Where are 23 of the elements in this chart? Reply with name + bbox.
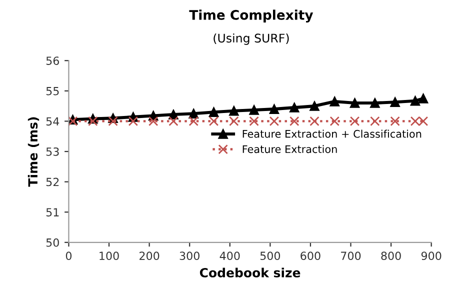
y-tick-label: 50 — [46, 238, 59, 247]
x-tick-label: 300 — [180, 252, 200, 260]
x-tick-label: 600 — [300, 252, 320, 260]
x-tick-label: 800 — [381, 252, 401, 260]
x-tick-label: 400 — [220, 252, 240, 260]
y-tick-label: 52 — [46, 178, 59, 186]
x-axis-title: Codebook size — [200, 268, 300, 278]
x-tick-label: 200 — [140, 252, 160, 260]
y-tick-label: 56 — [46, 56, 59, 65]
x-tick-label: 700 — [341, 252, 361, 260]
y-tick-label: 53 — [46, 147, 59, 156]
y-tick-label: 55 — [46, 87, 59, 96]
x-tick-label: 0 — [66, 252, 72, 260]
legend-label: Feature Extraction — [242, 145, 337, 154]
x-tick-label: 500 — [260, 252, 280, 260]
chart-title: Time Complexity — [189, 10, 314, 23]
legend-label: Feature Extraction + Classification — [242, 130, 422, 138]
x-tick-label: 900 — [421, 252, 442, 260]
y-tick-label: 54 — [46, 117, 60, 126]
y-axis-title: Time (ms) — [28, 117, 40, 187]
chart-subtitle: (Using SURF) — [214, 33, 289, 45]
y-tick-label: 51 — [46, 208, 59, 216]
x-tick-label: 100 — [100, 252, 119, 260]
